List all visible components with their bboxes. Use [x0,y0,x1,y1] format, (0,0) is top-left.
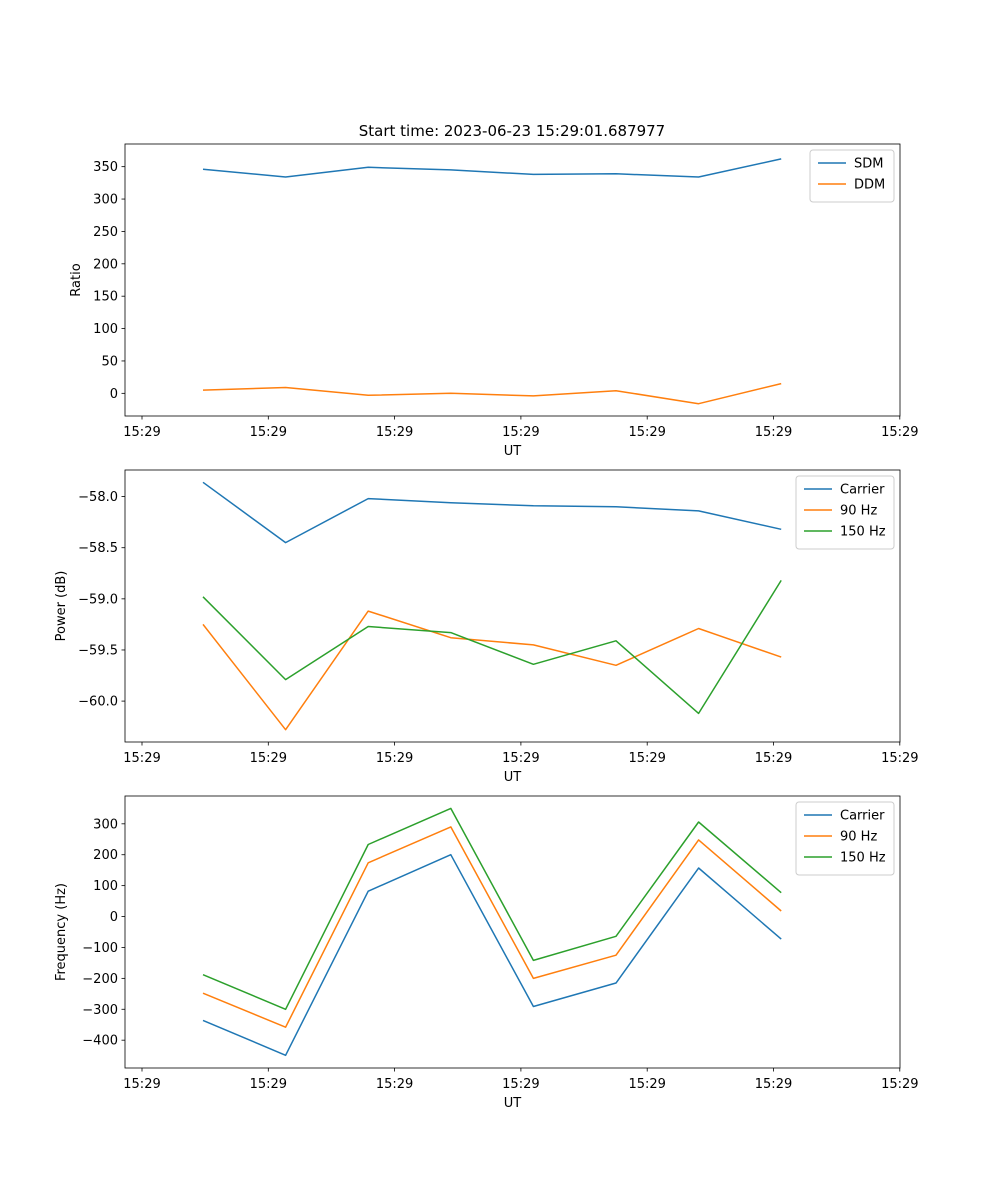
y-tick-label: −100 [82,941,118,956]
y-tick-label: 200 [93,848,118,863]
y-tick-label: 200 [93,257,118,272]
legend-entry: Carrier [840,809,885,824]
y-axis-label: Frequency (Hz) [54,883,69,981]
plot-frame [124,143,901,417]
x-tick-label: 15:29 [502,1077,539,1092]
y-tick-label: 50 [101,354,118,369]
y-tick-label: −300 [82,1003,118,1018]
series-line-150-hz [202,580,782,715]
x-axis-label: UT [504,444,522,459]
y-tick-label: −400 [82,1034,118,1049]
x-tick-label: 15:29 [250,1077,287,1092]
x-tick-label: 15:29 [250,425,287,440]
y-tick-label: −200 [82,972,118,987]
series-line-carrier [202,853,782,1057]
chart-panel-2: −60.0 −59.5 −59.0 −58.5 −58.0 15:29 15:29 15:29… [54,469,919,785]
x-tick-label: 15:29 [628,1077,665,1092]
x-tick-label: 15:29 [123,1077,160,1092]
x-tick-label: 15:29 [123,751,160,766]
legend-entry: Carrier [840,483,885,498]
y-axis-label: Power (dB) [54,571,69,642]
legend-entry: 90 Hz [840,830,877,845]
series-line-90-hz [202,826,782,1028]
legend-entry: 90 Hz [840,504,877,519]
y-tick-label: −59.0 [78,592,118,607]
y-tick-label: 300 [93,817,118,832]
y-tick-label: −58.0 [78,490,118,505]
figure-title: Start time: 2023-06-23 15:29:01.687977 [359,122,665,140]
y-tick-label: −59.5 [78,643,118,658]
x-tick-label: 15:29 [376,425,413,440]
x-tick-label: 15:29 [250,751,287,766]
x-tick-label: 15:29 [123,425,160,440]
legend-entry: SDM [854,157,883,172]
x-tick-label: 15:29 [628,751,665,766]
y-tick-label: 150 [93,290,118,305]
y-tick-label: 350 [93,160,118,175]
x-tick-label: 15:29 [502,425,539,440]
y-tick-label: 100 [93,879,118,894]
y-tick-label: −58.5 [78,541,118,556]
legend-entry: 150 Hz [840,525,886,540]
chart-panel-3: −400 −300 −200 −100 0 100 200 300 15:29 15:29 15:2… [54,795,919,1111]
x-tick-label: 15:29 [502,751,539,766]
plot-frame [124,795,901,1069]
x-tick-label: 15:29 [376,1077,413,1092]
x-tick-label: 15:29 [755,1077,792,1092]
series-line-ddm [202,382,782,405]
y-tick-label: 300 [93,193,118,208]
x-tick-label: 15:29 [376,751,413,766]
y-tick-label: 250 [93,225,118,240]
legend-entry: DDM [854,178,885,193]
chart-panel-1: 0 50 100 150 200 250 300 350 15:29 15:29 15:29 15:2… [69,143,919,459]
x-tick-label: 15:29 [628,425,665,440]
x-tick-label: 15:29 [881,1077,918,1092]
series-line-sdm [202,158,782,178]
y-tick-label: 0 [110,387,118,402]
x-tick-label: 15:29 [755,425,792,440]
x-axis-label: UT [504,770,522,785]
y-tick-label: 0 [110,910,118,925]
x-tick-label: 15:29 [881,425,918,440]
series-line-carrier [202,481,782,544]
plot-frame [124,469,901,743]
series-line-90-hz [202,610,782,731]
y-axis-label: Ratio [69,263,84,296]
legend-entry: 150 Hz [840,851,886,866]
y-tick-label: −60.0 [78,695,118,710]
y-tick-label: 100 [93,322,118,337]
x-axis-label: UT [504,1096,522,1111]
x-tick-label: 15:29 [881,751,918,766]
x-tick-label: 15:29 [755,751,792,766]
series-line-150-hz [202,807,782,1011]
